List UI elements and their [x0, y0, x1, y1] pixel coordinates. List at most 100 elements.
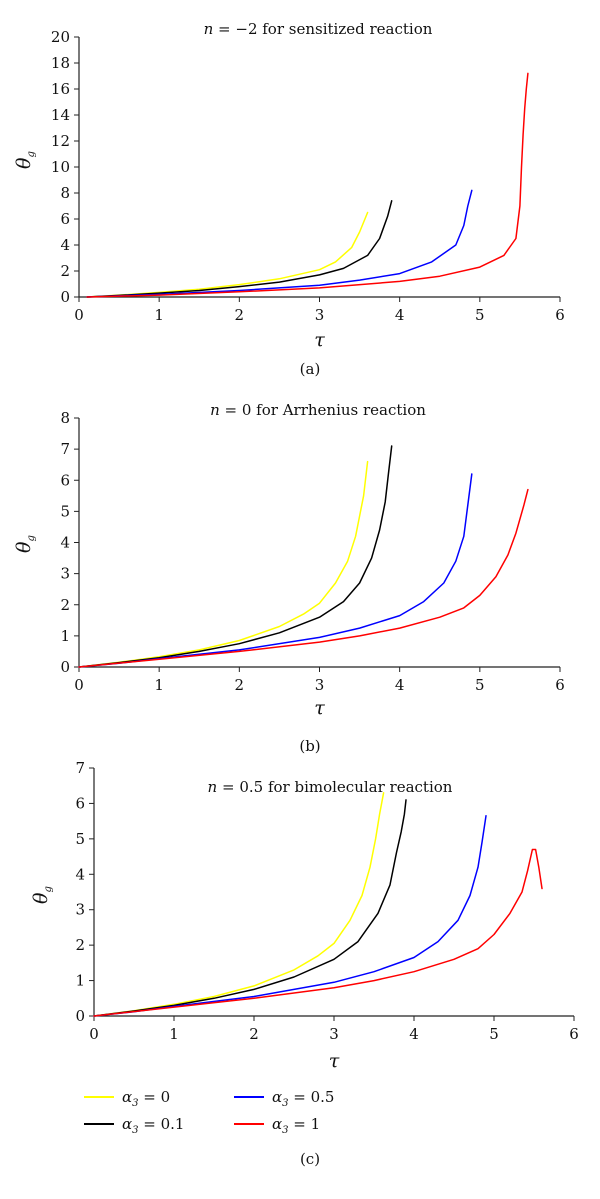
x-tick-label: 3 — [315, 676, 325, 694]
series-line-a05 — [93, 815, 487, 1017]
y-axis-label-subscript: g — [43, 886, 54, 892]
y-tick-label: 7 — [60, 440, 70, 458]
x-tick-label: 1 — [154, 676, 164, 694]
x-tick-label: 0 — [74, 306, 84, 324]
y-axis-label: θg — [13, 151, 37, 169]
legend-subscript: 3 — [132, 1125, 138, 1136]
title-text: = −2 for sensitized reaction — [213, 20, 432, 38]
x-tick-label: 1 — [169, 1025, 179, 1043]
series-line-a0 — [93, 792, 385, 1017]
chart-a: n = −2 for sensitized reaction0246810121… — [13, 20, 565, 378]
chart-title: n = 0 for Arrhenius reaction — [210, 401, 426, 419]
series-line-a05 — [78, 473, 473, 668]
chart-caption: (c) — [300, 1150, 320, 1168]
x-tick-label: 6 — [569, 1025, 579, 1043]
title-variable: n — [208, 778, 218, 796]
y-tick-label: 2 — [75, 936, 85, 954]
legend-variable: α — [272, 1088, 282, 1106]
chart-c: n = 0.5 for bimolecular reaction 0 1 2 3 4 5 6 7… — [30, 759, 579, 1168]
chart-b: n = 0 for Arrhenius reaction 0 1 2 3 4 5 6 7 8 0 1 2… — [13, 401, 565, 755]
series-line-a01 — [86, 200, 393, 298]
x-axis-label: τ — [314, 329, 325, 351]
y-tick-label: 7 — [75, 759, 85, 777]
legend-variable: α — [122, 1115, 132, 1133]
y-axis-label-main: θ — [13, 157, 35, 169]
x-tick-label: 3 — [315, 306, 325, 324]
y-tick-label: 3 — [60, 565, 70, 583]
y-tick-label: 0 — [60, 658, 70, 676]
chart-title: n = −2 for sensitized reaction — [204, 20, 433, 38]
y-tick-label: 3 — [75, 901, 85, 919]
legend-item-a0: α3 = 0 — [84, 1088, 170, 1109]
y-tick-label: 1 — [75, 972, 85, 990]
y-tick-label: 12 — [51, 132, 70, 150]
x-tick-label: 4 — [409, 1025, 419, 1043]
x-tick-label: 5 — [489, 1025, 499, 1043]
x-tick-label: 2 — [249, 1025, 259, 1043]
series-line-a1 — [93, 848, 543, 1017]
y-tick-label: 5 — [75, 830, 85, 848]
series-line-a01 — [78, 445, 393, 668]
x-tick-label: 6 — [555, 676, 565, 694]
legend-label: α3 = 0 — [122, 1088, 170, 1109]
x-axis-label: τ — [329, 1050, 340, 1072]
legend-label: α3 = 1 — [272, 1115, 320, 1136]
title-text: = 0.5 for bimolecular reaction — [217, 778, 453, 796]
chart-caption: (b) — [299, 737, 320, 755]
x-tick-label: 4 — [395, 676, 405, 694]
x-tick-label: 2 — [235, 306, 245, 324]
series-line-a0 — [78, 460, 369, 668]
legend-subscript: 3 — [132, 1098, 138, 1109]
series-line-a01 — [93, 799, 407, 1017]
chart-title: n = 0.5 for bimolecular reaction — [208, 778, 453, 796]
legend-value: = 0 — [139, 1088, 171, 1106]
legend-label: α3 = 0.1 — [122, 1115, 184, 1136]
series-line-a05 — [86, 189, 473, 298]
x-tick-label: 1 — [154, 306, 164, 324]
legend: α3 = 0α3 = 0.1α3 = 0.5α3 = 1 — [84, 1088, 334, 1136]
legend-value: = 0.1 — [139, 1115, 185, 1133]
y-tick-label: 4 — [75, 865, 85, 883]
x-tick-label: 0 — [89, 1025, 99, 1043]
title-variable: n — [204, 20, 214, 38]
y-tick-label: 1 — [60, 627, 70, 645]
y-tick-label: 4 — [60, 236, 70, 254]
x-tick-label: 0 — [74, 676, 84, 694]
y-tick-label: 0 — [75, 1007, 85, 1025]
y-tick-label: 5 — [60, 502, 70, 520]
series-line-a1 — [86, 72, 529, 298]
y-tick-label: 8 — [60, 409, 70, 427]
legend-item-a01: α3 = 0.1 — [84, 1115, 184, 1136]
chart-caption: (a) — [300, 360, 321, 378]
x-tick-label: 3 — [329, 1025, 339, 1043]
y-tick-label: 8 — [60, 184, 70, 202]
x-axis-label: τ — [314, 697, 325, 719]
legend-item-a05: α3 = 0.5 — [234, 1088, 334, 1109]
x-tick-label: 5 — [475, 306, 485, 324]
y-axis-label-main: θ — [13, 541, 35, 553]
x-tick-label: 6 — [555, 306, 565, 324]
y-axis-label: θg — [30, 886, 54, 904]
y-axis-label: θg — [13, 535, 37, 553]
legend-item-a1: α3 = 1 — [234, 1115, 320, 1136]
title-variable: n — [210, 401, 220, 419]
x-tick-label: 4 — [395, 306, 405, 324]
legend-value: = 0.5 — [289, 1088, 335, 1106]
y-tick-label: 6 — [75, 794, 85, 812]
y-tick-label: 6 — [60, 471, 70, 489]
y-tick-label: 4 — [60, 534, 70, 552]
legend-variable: α — [272, 1115, 282, 1133]
legend-variable: α — [122, 1088, 132, 1106]
y-tick-label: 0 — [60, 288, 70, 306]
x-tick-label: 2 — [235, 676, 245, 694]
y-axis-label-subscript: g — [26, 151, 37, 157]
y-tick-label: 14 — [51, 106, 70, 124]
y-tick-label: 10 — [51, 158, 70, 176]
legend-label: α3 = 0.5 — [272, 1088, 334, 1109]
legend-subscript: 3 — [282, 1098, 288, 1109]
y-tick-label: 16 — [51, 80, 70, 98]
x-tick-label: 5 — [475, 676, 485, 694]
y-axis-label-main: θ — [30, 892, 52, 904]
y-tick-label: 6 — [60, 210, 70, 228]
